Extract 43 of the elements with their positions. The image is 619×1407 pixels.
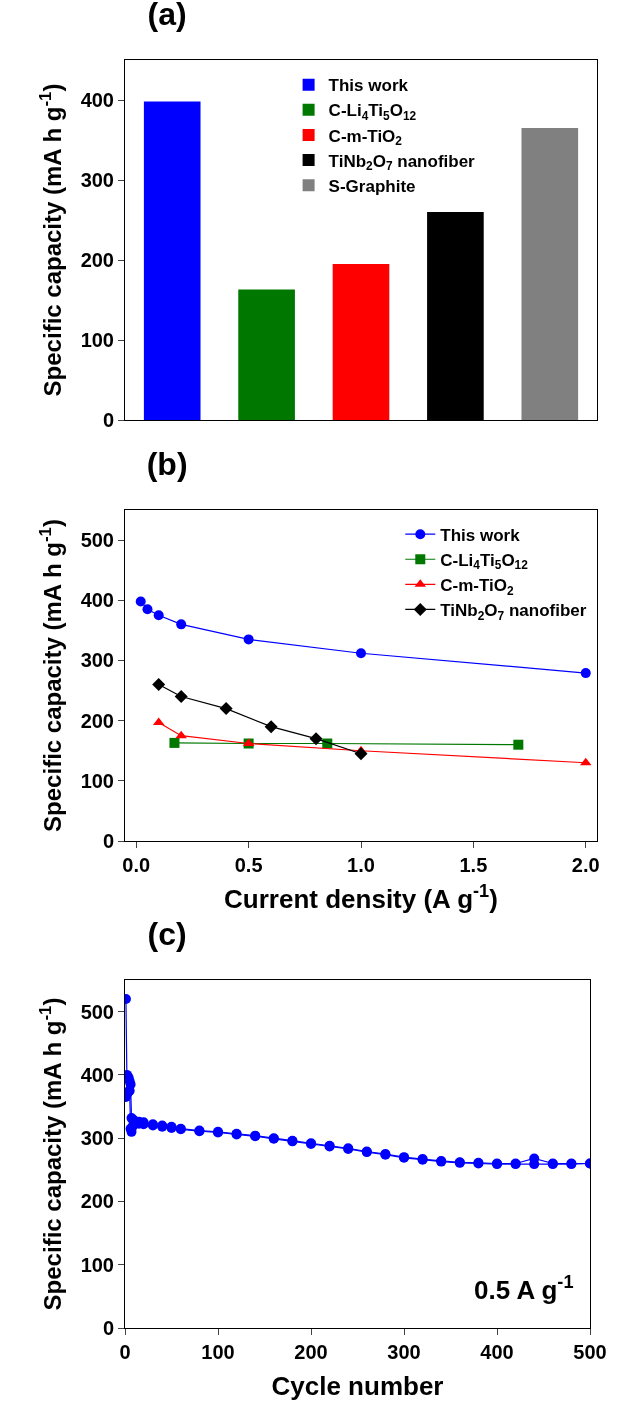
y-tick-label: 400	[80, 589, 114, 612]
y-tick-label: 200	[80, 1190, 114, 1213]
y-tick-label: 500	[80, 1000, 114, 1023]
y-tick-label: 0	[102, 1317, 114, 1339]
legend-label: TiNb$_{2}$O$_{7}$ nanofiber	[328, 151, 476, 174]
legend-label: S-Graphite	[328, 176, 416, 196]
x-tick-label: 300	[387, 1341, 421, 1363]
legend-label: This work	[440, 525, 521, 545]
annotation: 0.5 A g$^{-1}$	[474, 1272, 574, 1305]
x-tick-label: 2.0	[571, 854, 600, 876]
chart-title: (c)	[147, 915, 187, 952]
legend-label: This work	[328, 76, 409, 96]
y-tick-label: 0	[102, 409, 114, 431]
x-axis-title: Cycle number	[271, 1370, 444, 1401]
x-tick-label: 1.0	[347, 854, 375, 876]
y-tick-label: 300	[80, 169, 114, 191]
x-tick-label: 500	[573, 1341, 607, 1363]
x-tick-label: 400	[480, 1341, 514, 1363]
y-tick-label: 0	[102, 830, 114, 852]
legend-label: C-Li$_{4}$Ti$_{5}$O$_{12}$	[440, 550, 529, 573]
y-tick-label: 100	[80, 329, 114, 351]
legend-label: C-m-TiO$_{2}$	[328, 126, 403, 149]
y-tick-label: 400	[80, 89, 114, 111]
y-tick-label: 300	[80, 649, 114, 672]
legend-label: TiNb$_{2}$O$_{7}$ nanofiber	[440, 601, 587, 623]
x-tick-label: 100	[201, 1341, 235, 1363]
x-tick-label: 200	[294, 1341, 328, 1363]
y-tick-label: 500	[80, 529, 114, 552]
x-tick-label: 0.0	[122, 854, 151, 876]
x-axis-title: Current density (A g$^{-1}$)	[224, 880, 498, 914]
x-tick-label: 1.5	[459, 854, 488, 876]
legend-label: C-Li$_{4}$Ti$_{5}$O$_{12}$	[328, 101, 417, 124]
x-tick-label: 0	[119, 1341, 131, 1363]
y-tick-label: 100	[80, 769, 114, 792]
y-tick-label: 400	[80, 1063, 114, 1086]
legend-label: C-m-TiO$_{2}$	[440, 576, 515, 598]
y-tick-label: 200	[80, 709, 114, 732]
y-tick-label: 200	[80, 249, 114, 271]
chart-title: (b)	[146, 445, 188, 482]
x-tick-label: 0.5	[234, 854, 263, 876]
y-tick-label: 300	[80, 1127, 114, 1150]
chart-title: (a)	[147, 0, 187, 32]
y-tick-label: 100	[80, 1253, 114, 1276]
